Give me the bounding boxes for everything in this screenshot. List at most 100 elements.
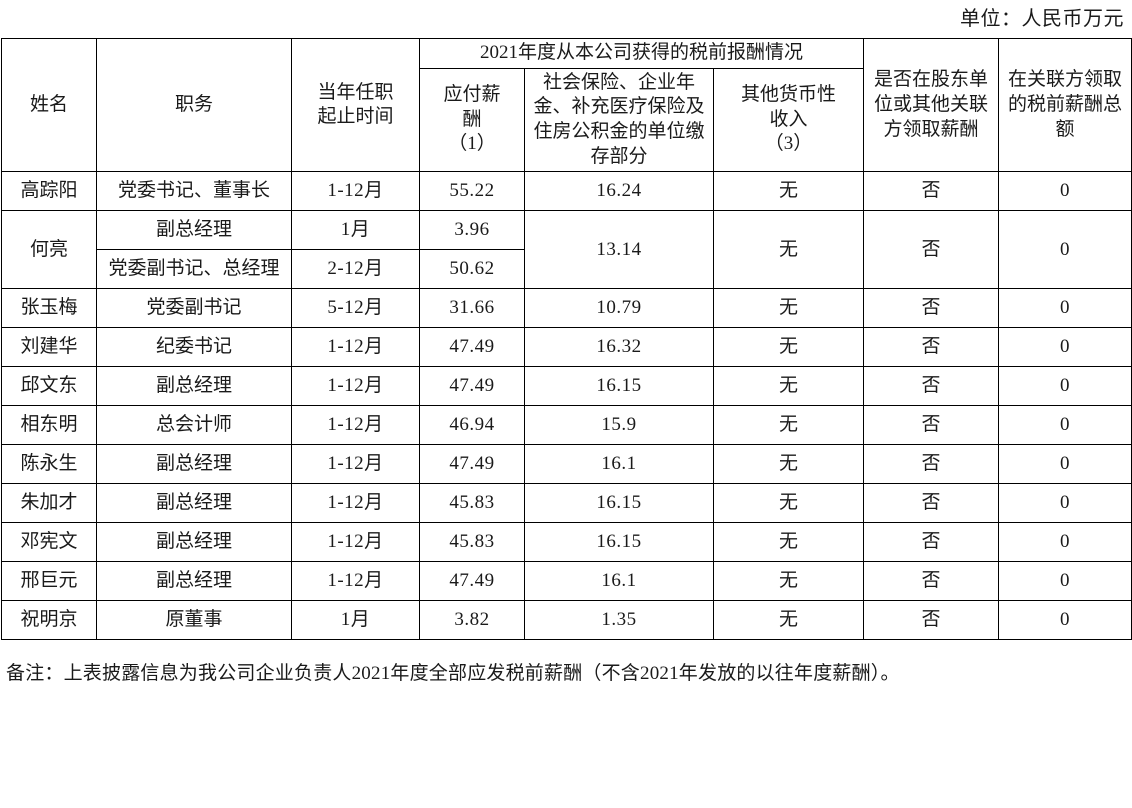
table-row: 陈永生 副总经理 1-12月 47.49 16.1 无否 0 <box>1 444 1132 485</box>
header-position: 职务 <box>96 37 292 173</box>
cell-name: 刘建华 <box>1 327 97 368</box>
cell-position: 党委副书记、总经理 <box>96 249 292 290</box>
cell-name: 朱加才 <box>1 483 97 524</box>
cell-insurance: 16.32 <box>524 327 714 368</box>
cell-position: 总会计师 <box>96 405 292 446</box>
cell-payable-salary: 47.49 <box>419 561 525 602</box>
cell-name: 陈永生 <box>1 444 97 485</box>
header-other-income-line3: （3） <box>764 133 813 155</box>
header-period-line2: 起止时间 <box>317 106 394 128</box>
cell-period: 2-12月 <box>291 249 420 290</box>
cell-payable-salary: 47.49 <box>419 327 525 368</box>
cell-position: 纪委书记 <box>96 327 292 368</box>
cell-from-shareholder: 否 <box>863 483 1000 524</box>
table-row: 朱加才 副总经理 1-12月 45.83 16.15 无否 0 <box>1 483 1132 524</box>
cell-insurance: 13.14 <box>524 210 714 290</box>
executive-compensation-table: 姓名 职务 当年任职 起止时间 2021年度从本公司获得的税前报酬情况 是否在股… <box>1 37 1132 641</box>
cell-name: 邢巨元 <box>1 561 97 602</box>
cell-insurance: 16.1 <box>524 561 714 602</box>
cell-position: 党委副书记 <box>96 288 292 329</box>
header-payable-salary-line2: 酬 <box>462 108 482 130</box>
cell-from-shareholder: 否 <box>863 171 1000 212</box>
table-body: 高踪阳 党委书记、董事长 1-12月 55.22 16.24 无否 0 何亮 副总经理 1月 3.9… <box>1 171 1132 641</box>
header-row-sub: 应付薪 酬 （1） 社会保险、企业年金、补充医疗保险及住房公积金的单位缴存部分 … <box>2 67 1132 173</box>
cell-period: 1-12月 <box>291 327 420 368</box>
header-pretax-span: 2021年度从本公司获得的税前报酬情况 <box>418 38 865 69</box>
header-payable-salary: 应付薪 酬 （1） <box>419 67 525 173</box>
cell-insurance: 1.35 <box>524 600 714 641</box>
table-row: 党委副书记、总经理 2-12月 50.62 <box>2 249 1132 290</box>
cell-other-income: 无 <box>712 483 865 524</box>
cell-related-total: 0 <box>998 366 1132 407</box>
cell-period: 1-12月 <box>291 405 420 446</box>
cell-insurance: 16.15 <box>524 483 714 524</box>
cell-period: 1-12月 <box>291 522 420 563</box>
cell-payable-salary: 50.62 <box>419 249 525 290</box>
header-payable-salary-line1: 应付薪 <box>443 84 501 106</box>
cell-related-total: 0 <box>998 210 1132 290</box>
cell-payable-salary: 45.83 <box>419 522 525 563</box>
cell-payable-salary: 46.94 <box>419 405 525 446</box>
table-row: 张玉梅 党委副书记 5-12月 31.66 10.79 无否 0 <box>1 288 1132 329</box>
cell-insurance: 10.79 <box>524 288 714 329</box>
cell-from-shareholder: 否 <box>863 405 1000 446</box>
cell-other-income: 无 <box>712 366 865 407</box>
cell-from-shareholder: 否 <box>863 288 1000 329</box>
cell-name: 高踪阳 <box>1 171 97 212</box>
header-name: 姓名 <box>1 37 97 173</box>
cell-name: 何亮 <box>1 210 97 290</box>
cell-insurance: 16.15 <box>524 366 714 407</box>
cell-related-total: 0 <box>998 483 1132 524</box>
cell-related-total: 0 <box>998 600 1132 641</box>
table-row: 刘建华 纪委书记 1-12月 47.49 16.32 无否 0 <box>1 327 1132 368</box>
cell-from-shareholder: 否 <box>863 366 1000 407</box>
cell-other-income: 无 <box>712 288 865 329</box>
cell-from-shareholder: 否 <box>863 522 1000 563</box>
cell-position: 原董事 <box>96 600 292 641</box>
unit-label: 单位：人民币万元 <box>960 8 1124 30</box>
cell-payable-salary: 3.96 <box>419 210 525 251</box>
cell-related-total: 0 <box>998 522 1132 563</box>
table-row: 邓宪文 副总经理 1-12月 45.83 16.15 无否 0 <box>1 522 1132 563</box>
table-header: 姓名 职务 当年任职 起止时间 2021年度从本公司获得的税前报酬情况 是否在股… <box>1 37 1132 173</box>
cell-name: 张玉梅 <box>1 288 97 329</box>
cell-other-income: 无 <box>712 600 865 641</box>
cell-related-total: 0 <box>998 444 1132 485</box>
cell-other-income: 无 <box>712 327 865 368</box>
cell-name: 祝明京 <box>1 600 97 641</box>
cell-other-income: 无 <box>712 444 865 485</box>
cell-period: 1-12月 <box>291 483 420 524</box>
unit-line: 单位：人民币万元 <box>0 0 1132 38</box>
header-other-income-line2: 收入 <box>769 108 808 130</box>
cell-position: 副总经理 <box>96 561 292 602</box>
cell-other-income: 无 <box>712 522 865 563</box>
cell-related-total: 0 <box>998 171 1132 212</box>
cell-period: 1-12月 <box>291 171 420 212</box>
cell-payable-salary: 45.83 <box>419 483 525 524</box>
header-other-income-line1: 其他货币性 <box>741 84 837 106</box>
cell-related-total: 0 <box>998 327 1132 368</box>
cell-insurance: 16.1 <box>524 444 714 485</box>
table-row: 邱文东 副总经理 1-12月 47.49 16.15 无否 0 <box>1 366 1132 407</box>
cell-payable-salary: 3.82 <box>419 600 525 641</box>
cell-payable-salary: 47.49 <box>419 444 525 485</box>
cell-name: 相东明 <box>1 405 97 446</box>
cell-position: 副总经理 <box>96 366 292 407</box>
cell-payable-salary: 47.49 <box>419 366 525 407</box>
cell-period: 1-12月 <box>291 561 420 602</box>
cell-other-income: 无 <box>712 561 865 602</box>
cell-period: 1-12月 <box>291 366 420 407</box>
header-period: 当年任职 起止时间 <box>291 37 420 173</box>
header-insurance: 社会保险、企业年金、补充医疗保险及住房公积金的单位缴存部分 <box>524 67 714 173</box>
header-other-income: 其他货币性 收入 （3） <box>712 67 865 173</box>
footnote: 备注：上表披露信息为我公司企业负责人2021年度全部应发税前薪酬（不含2021年… <box>6 663 900 685</box>
cell-period: 1-12月 <box>291 444 420 485</box>
table-row: 相东明 总会计师 1-12月 46.94 15.9 无否 0 <box>1 405 1132 446</box>
header-related-total: 在关联方领取的税前薪酬总额 <box>998 37 1132 173</box>
cell-other-income: 无 <box>712 405 865 446</box>
cell-position: 副总经理 <box>96 444 292 485</box>
cell-related-total: 0 <box>998 561 1132 602</box>
cell-name: 邓宪文 <box>1 522 97 563</box>
header-row-top: 姓名 职务 当年任职 起止时间 2021年度从本公司获得的税前报酬情况 是否在股… <box>1 37 1132 173</box>
